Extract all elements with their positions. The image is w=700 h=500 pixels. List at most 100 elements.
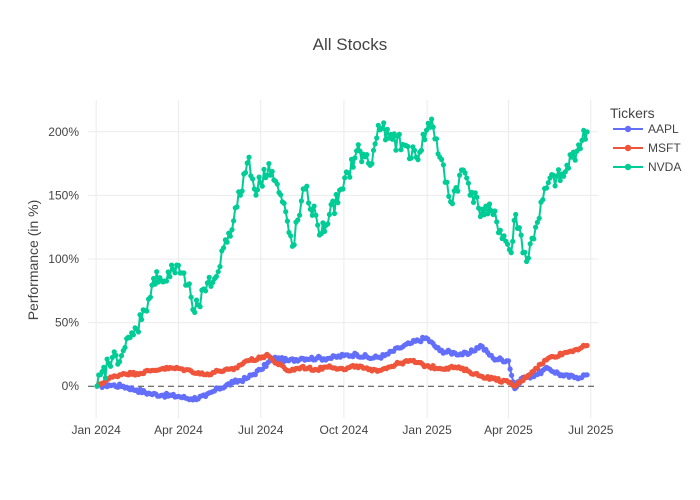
data-point-nvda: [470, 199, 477, 205]
data-point-nvda: [565, 165, 572, 171]
data-point-aapl: [240, 378, 246, 385]
data-point-nvda: [325, 221, 331, 227]
data-point-nvda: [554, 173, 560, 179]
data-point-nvda: [370, 147, 377, 153]
data-point-nvda: [411, 147, 418, 153]
data-point-nvda: [347, 174, 353, 180]
data-point-nvda: [246, 154, 252, 160]
chart-title: All Stocks: [313, 35, 388, 54]
data-point-nvda: [582, 136, 589, 142]
data-point-nvda: [117, 359, 123, 365]
y-tick-label: 150%: [48, 188, 79, 202]
legend-item-msft[interactable]: MSFT: [613, 141, 681, 155]
data-point-nvda: [352, 155, 358, 161]
data-point-nvda: [306, 200, 312, 206]
data-point-nvda: [494, 219, 500, 225]
data-point-nvda: [307, 206, 313, 212]
x-tick-label: Jan 2025: [402, 423, 452, 437]
legend[interactable]: Tickers AAPL MSFT NVDA: [610, 105, 681, 174]
data-point-nvda: [295, 217, 301, 223]
series-aapl[interactable]: [94, 334, 590, 403]
data-point-nvda: [304, 183, 310, 189]
x-tick-label: Jan 2024: [71, 423, 121, 437]
x-tick-label: Apr 2025: [484, 423, 533, 437]
data-point-nvda: [369, 161, 375, 167]
data-point-aapl: [418, 339, 424, 345]
data-point-nvda: [540, 197, 546, 203]
data-point-nvda: [389, 136, 396, 142]
data-point-nvda: [281, 200, 287, 206]
legend-item-nvda[interactable]: NVDA: [613, 160, 681, 174]
data-point-nvda: [345, 170, 351, 176]
data-point-nvda: [440, 162, 446, 168]
data-point-nvda: [204, 280, 210, 286]
data-point-nvda: [572, 157, 578, 163]
data-point-nvda: [237, 192, 243, 198]
data-point-nvda: [350, 164, 356, 170]
data-point-nvda: [446, 193, 452, 199]
data-point-aapl: [263, 363, 269, 369]
data-point-nvda: [355, 142, 361, 148]
data-point-nvda: [188, 294, 194, 300]
data-point-nvda: [497, 227, 503, 233]
data-point-nvda: [525, 255, 532, 261]
data-point-nvda: [154, 269, 160, 275]
data-point-nvda: [250, 176, 256, 182]
data-point-nvda: [577, 146, 583, 152]
y-tick-label: 100%: [48, 252, 79, 266]
axis-layer: 0% 50% 100% 150% 200% Jan 2024 Apr 2024 Jul 202…: [48, 125, 613, 437]
data-point-nvda: [94, 383, 100, 389]
data-point-nvda: [381, 120, 387, 126]
data-point-nvda: [288, 233, 294, 239]
data-point-nvda: [298, 198, 304, 204]
data-point-nvda: [569, 154, 575, 160]
data-point-nvda: [278, 192, 284, 198]
series-msft[interactable]: [94, 342, 590, 389]
data-point-nvda: [284, 218, 290, 224]
data-point-nvda: [193, 297, 200, 303]
series-layer[interactable]: [94, 116, 590, 403]
data-point-nvda: [192, 309, 198, 315]
data-point-nvda: [474, 194, 480, 200]
data-point-aapl: [507, 366, 513, 372]
data-point-nvda: [175, 262, 181, 268]
data-point-nvda: [297, 212, 303, 218]
data-point-nvda: [242, 170, 249, 176]
data-point-nvda: [326, 211, 332, 218]
data-point-nvda: [425, 120, 431, 126]
data-point-nvda: [335, 200, 341, 206]
data-point-nvda: [172, 270, 178, 276]
data-point-nvda: [357, 148, 363, 154]
data-point-nvda: [113, 352, 119, 358]
y-tick-label: 200%: [48, 125, 79, 139]
data-point-nvda: [342, 175, 348, 181]
data-point-nvda: [543, 185, 550, 191]
data-point-nvda: [522, 249, 528, 255]
data-point-nvda: [418, 147, 424, 153]
data-point-nvda: [108, 363, 114, 369]
data-point-nvda: [217, 264, 223, 270]
data-point-nvda: [256, 174, 262, 180]
legend-item-aapl[interactable]: AAPL: [613, 122, 679, 136]
data-point-nvda: [508, 250, 514, 256]
data-point-nvda: [151, 275, 157, 282]
y-tick-label: 0%: [62, 379, 80, 393]
data-point-nvda: [449, 201, 455, 207]
data-point-nvda: [266, 161, 272, 167]
data-point-msft: [584, 342, 590, 349]
data-point-nvda: [433, 136, 440, 142]
data-point-nvda: [224, 239, 230, 245]
data-point-nvda: [165, 269, 171, 275]
data-point-nvda: [197, 304, 203, 310]
data-point-nvda: [102, 375, 108, 381]
data-point-nvda: [122, 344, 128, 351]
data-point-nvda: [562, 169, 568, 175]
data-point-nvda: [511, 217, 517, 223]
data-point-nvda: [545, 180, 551, 186]
series-nvda[interactable]: [94, 116, 590, 389]
data-point-nvda: [206, 274, 212, 280]
data-point-nvda: [375, 122, 381, 128]
data-point-nvda: [423, 127, 430, 133]
data-point-nvda: [315, 222, 321, 228]
